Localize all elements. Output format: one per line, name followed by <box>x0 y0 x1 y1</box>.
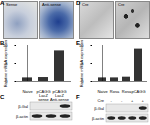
svg-text:β-Gal: β-Gal <box>18 104 28 109</box>
svg-text:+: + <box>131 98 134 103</box>
svg-text:-: - <box>111 98 113 103</box>
svg-text:β-Gal: β-Gal <box>94 106 104 111</box>
svg-text:Relative mRNA expression: Relative mRNA expression <box>79 40 84 88</box>
svg-text:Naive: Naive <box>97 89 108 94</box>
svg-text:β-actin: β-actin <box>92 116 104 121</box>
svg-text:Rosa: Rosa <box>122 89 132 94</box>
svg-text:pCAGGLacZAnti-sense: pCAGGLacZAnti-sense <box>50 89 70 102</box>
svg-text:Cre: Cre <box>98 98 105 103</box>
svg-text:Naive: Naive <box>22 89 33 94</box>
svg-text:Relative mRNA expression: Relative mRNA expression <box>3 40 8 88</box>
svg-text:Rosa: Rosa <box>110 89 120 94</box>
svg-text:pCAGG: pCAGG <box>131 89 145 94</box>
svg-text:pCAGGLacZsense: pCAGGLacZsense <box>36 89 50 102</box>
svg-text:+: + <box>142 98 145 103</box>
svg-text:-: - <box>121 98 123 103</box>
svg-text:β-actin: β-actin <box>16 114 28 119</box>
